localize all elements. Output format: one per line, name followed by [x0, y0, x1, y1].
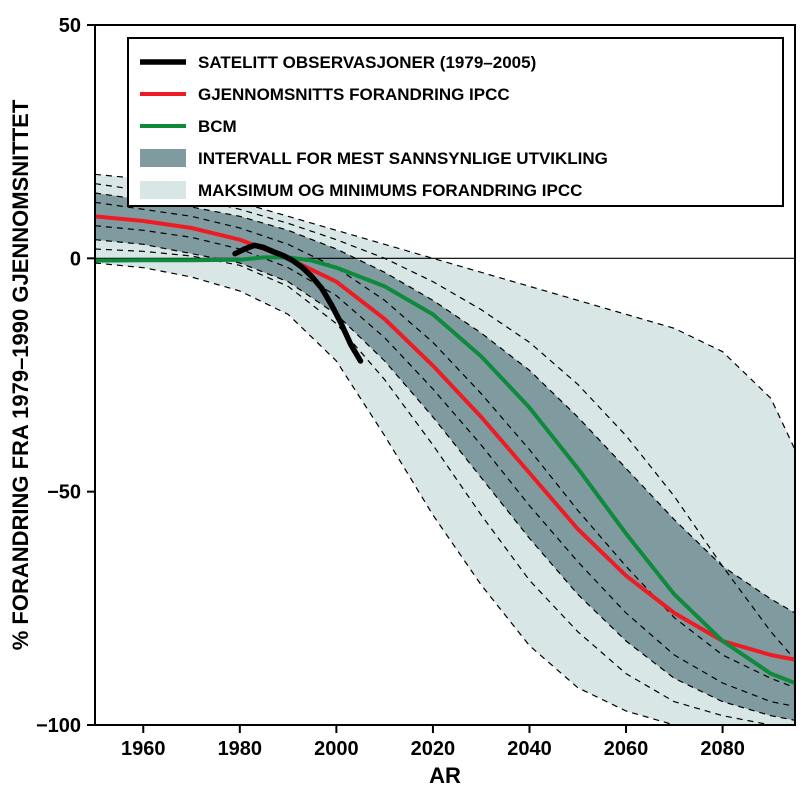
legend-label: INTERVALL FOR MEST SANNSYNLIGE UTVIKLING: [198, 149, 608, 168]
ytick-label: 0: [70, 248, 81, 270]
legend-label: MAKSIMUM OG MINIMUMS FORANDRING IPCC: [198, 181, 582, 200]
xtick-label: 2020: [411, 738, 456, 760]
ytick-label: −50: [47, 482, 81, 504]
xtick-label: 2000: [314, 738, 359, 760]
legend-label: GJENNOMSNITTS FORANDRING IPCC: [198, 85, 510, 104]
ytick-label: −100: [36, 715, 81, 737]
legend-label: SATELITT OBSERVASJONER (1979–2005): [198, 53, 536, 72]
xtick-label: 2060: [604, 738, 649, 760]
xtick-label: 2040: [507, 738, 552, 760]
ytick-label: 50: [59, 15, 81, 37]
chart-svg: 1960 1980 2000 2020 2040 2060 2080 −100 −50 0 50 AR…: [0, 0, 812, 798]
legend-swatch: [140, 181, 186, 199]
xtick-label: 2080: [700, 738, 745, 760]
x-axis-label: AR: [429, 763, 461, 788]
legend-label: BCM: [198, 117, 237, 136]
xtick-label: 1980: [218, 738, 263, 760]
xtick-label: 1960: [121, 738, 166, 760]
legend-swatch: [140, 149, 186, 167]
chart-container: 1960 1980 2000 2020 2040 2060 2080 −100 −50 0 50 AR…: [0, 0, 812, 798]
y-axis-label: % FORANDRING FRA 1979–1990 GJENNOMSNITTE…: [8, 99, 33, 650]
